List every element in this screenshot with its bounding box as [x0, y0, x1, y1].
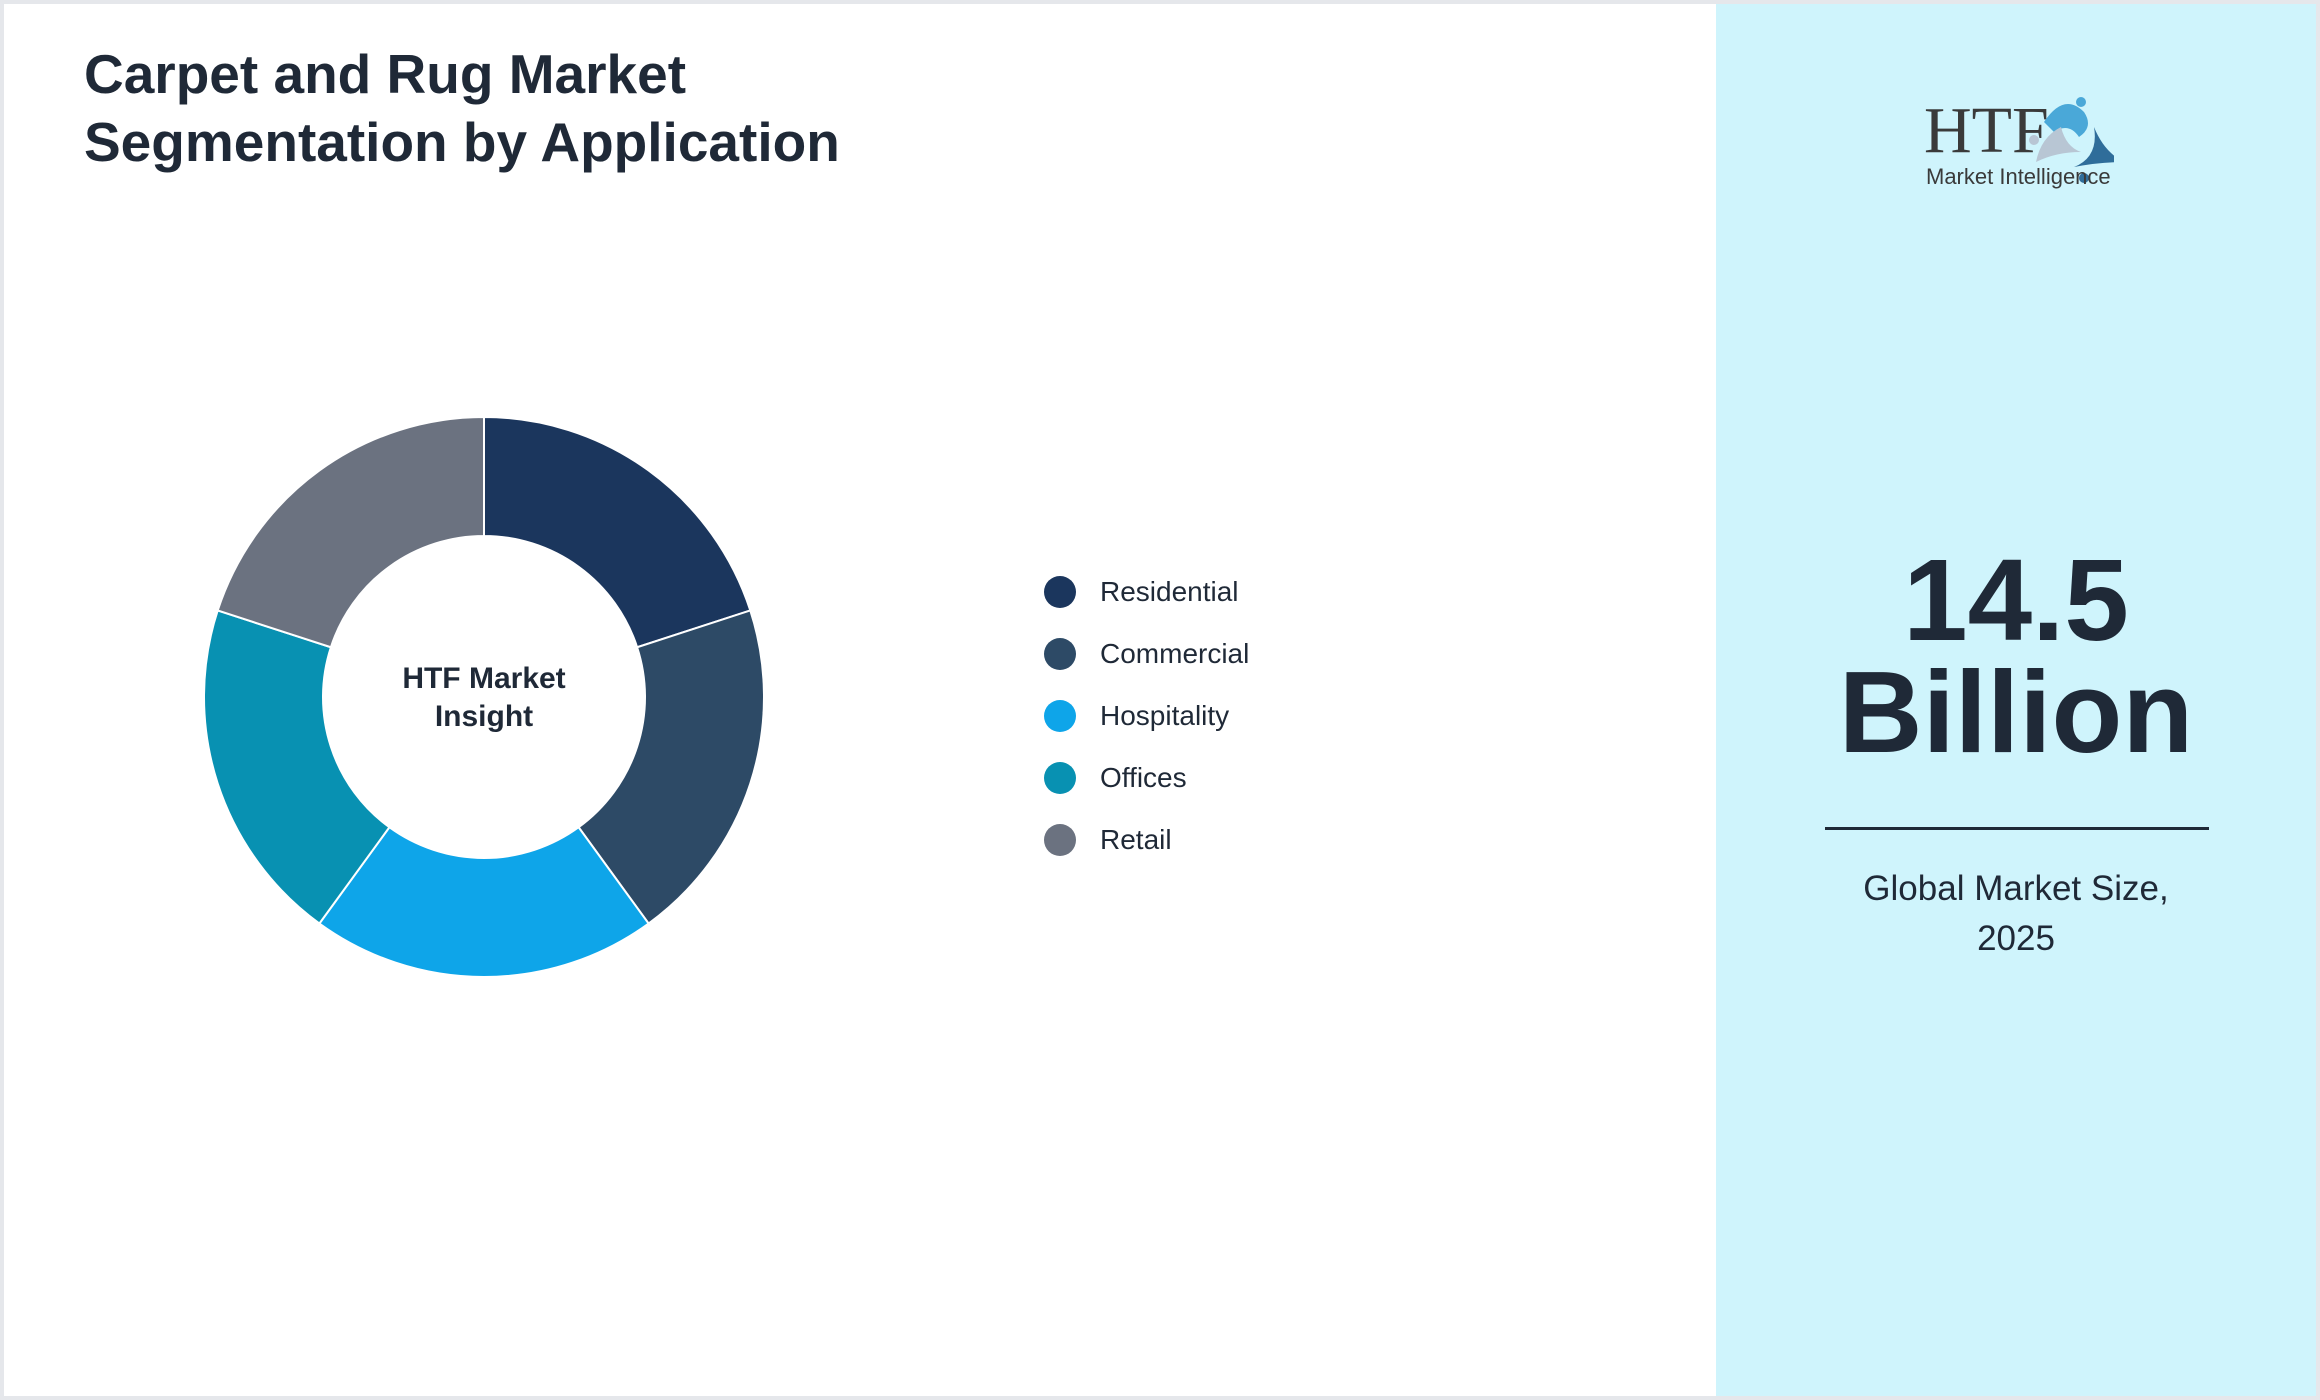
market-size-panel: HTF Market Intelligence 14.5 Billion Glo…	[1716, 4, 2316, 1396]
donut-chart: HTF Market Insight	[203, 415, 765, 979]
market-size-number: 14.5	[1903, 535, 2129, 665]
slice-offices	[203, 609, 391, 925]
divider	[1825, 827, 2209, 830]
svg-text:Market Intelligence: Market Intelligence	[1926, 164, 2111, 189]
center-label-line-1: HTF Market	[402, 662, 565, 695]
legend-swatch	[1044, 576, 1076, 608]
legend-swatch	[1044, 638, 1076, 670]
legend-item-hospitality: Hospitality	[1044, 685, 1249, 747]
legend-item-offices: Offices	[1044, 747, 1249, 809]
slice-retail	[216, 415, 485, 649]
slice-commercial	[577, 609, 765, 925]
legend: Residential Commercial Hospitality Offices R…	[1044, 561, 1249, 871]
caption-line-1: Global Market Size,	[1863, 869, 2169, 908]
market-size-caption: Global Market Size, 2025	[1716, 864, 2316, 964]
htf-logo: HTF Market Intelligence	[1924, 94, 2114, 189]
slice-hospitality	[318, 825, 650, 979]
center-label-line-2: Insight	[435, 700, 533, 733]
slice-residential	[483, 415, 752, 649]
legend-label: Commercial	[1100, 638, 1250, 669]
svg-text:HTF: HTF	[1924, 94, 2049, 167]
legend-swatch	[1044, 824, 1076, 856]
legend-item-retail: Retail	[1044, 809, 1249, 871]
market-size-value: 14.5 Billion	[1716, 535, 2316, 777]
legend-label: Hospitality	[1100, 700, 1230, 731]
title-line-2: Segmentation by Application	[84, 111, 840, 173]
legend-swatch	[1044, 700, 1076, 732]
legend-item-residential: Residential	[1044, 561, 1249, 623]
caption-line-2: 2025	[1977, 919, 2055, 958]
title-line-1: Carpet and Rug Market	[84, 43, 687, 105]
legend-label: Offices	[1100, 762, 1187, 793]
page-title: Carpet and Rug Market Segmentation by Ap…	[84, 40, 1084, 176]
legend-label: Residential	[1100, 576, 1239, 607]
legend-item-commercial: Commercial	[1044, 623, 1249, 685]
legend-label: Retail	[1100, 824, 1172, 855]
legend-swatch	[1044, 762, 1076, 794]
market-size-unit: Billion	[1838, 647, 2194, 777]
